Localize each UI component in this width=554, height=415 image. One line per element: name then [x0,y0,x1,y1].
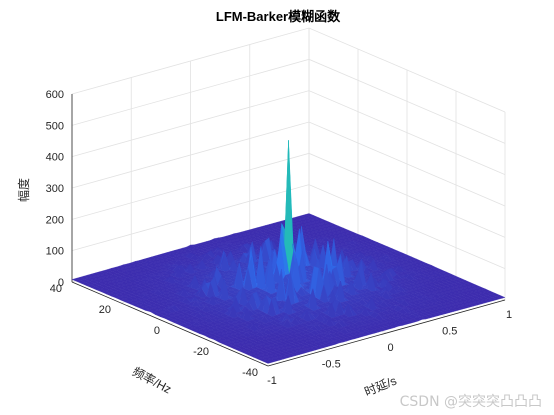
x-tick-label: -0.5 [322,359,341,371]
watermark: CSDN @突突突凸凸凸 [399,394,542,410]
x-tick-label: 0 [387,342,393,354]
z-tick-label: 200 [46,214,64,226]
surface-patch [495,295,506,299]
x-tick-label: 1 [506,309,512,321]
tick-labels: 0 100 200 300 400 500 600 -40 -20 0 20 40 -1 -0.5 0 0.5… [46,89,512,387]
z-tick-label: 600 [46,89,64,101]
x-axis-label: 时延/s [362,374,398,399]
z-axis-label: 幅度 [16,178,31,202]
z-tick-label: 400 [46,152,64,164]
surface-plot [71,140,506,364]
y-tick-label: -40 [242,367,258,379]
y-tick-label: 40 [50,283,62,295]
y-tick-label: 20 [99,304,111,316]
z-tick-label: 100 [46,246,64,258]
z-gridline [71,27,506,113]
z-gridline [71,58,506,144]
x-axis-line [267,299,506,367]
y-axis-line [71,281,269,367]
x-tick-label: -1 [267,375,277,387]
y-axis-label: 频率/Hz [130,364,174,397]
z-tick-label: 300 [46,183,64,195]
y-tick-label: 0 [154,325,160,337]
z-tick-label: 0 [58,277,64,289]
chart-title: LFM-Barker模糊函数 [216,9,341,24]
z-tick-label: 500 [46,120,64,132]
x-tick-label: 0.5 [442,326,457,338]
y-tick-label: -20 [193,346,209,358]
